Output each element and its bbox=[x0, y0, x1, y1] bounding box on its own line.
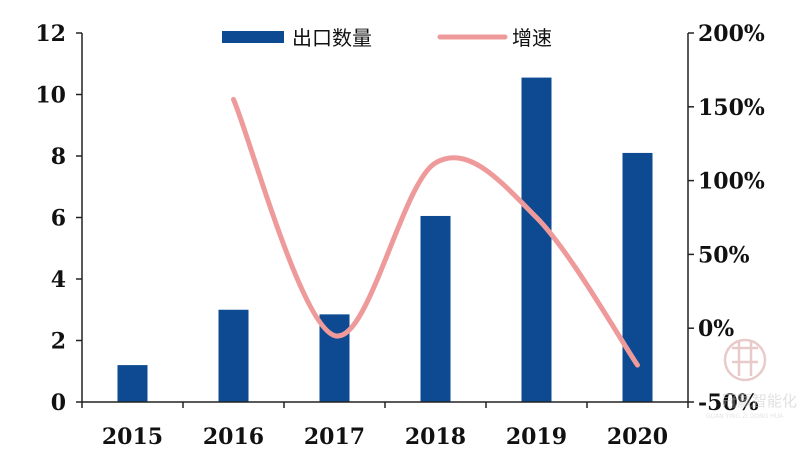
growth-line-series bbox=[231, 96, 640, 368]
left-tick-label: 6 bbox=[51, 206, 66, 232]
watermark-text: 冠赢智能化 bbox=[722, 392, 797, 410]
right-tick-label: 150% bbox=[698, 95, 765, 121]
left-tick-label: 2 bbox=[51, 329, 66, 355]
bar-2016 bbox=[218, 309, 249, 402]
right-tick-label: 200% bbox=[698, 21, 765, 47]
bar-2015 bbox=[117, 365, 148, 402]
x-tick-label: 2015 bbox=[102, 424, 163, 450]
growth-line bbox=[231, 96, 640, 368]
x-tick-label: 2017 bbox=[304, 424, 365, 450]
x-tick-label: 2019 bbox=[506, 424, 567, 450]
bar-2020 bbox=[622, 152, 653, 402]
legend-line-label: 增速 bbox=[512, 26, 552, 50]
legend: 出口数量 增速 bbox=[222, 26, 552, 50]
left-tick-label: 4 bbox=[51, 267, 66, 293]
bar-2019 bbox=[521, 77, 552, 403]
left-tick-label: 0 bbox=[51, 390, 66, 416]
watermark-logo-ring bbox=[723, 338, 767, 382]
right-tick-label: 0% bbox=[698, 316, 734, 342]
x-tick-label: 2016 bbox=[203, 424, 264, 450]
bar-series bbox=[117, 77, 653, 403]
watermark: 冠赢智能化 GUAN YING ZI DONG HUA bbox=[706, 338, 797, 420]
watermark-subtext: GUAN YING ZI DONG HUA bbox=[706, 413, 784, 420]
axes: 0 2 4 6 8 10 12 -50% 0% 50% 100% 150% 200% 2015 2016 20… bbox=[35, 21, 765, 450]
x-tick-label: 2018 bbox=[405, 424, 466, 450]
right-tick-label: 100% bbox=[698, 169, 765, 195]
legend-bar-swatch bbox=[222, 31, 284, 43]
left-tick-label: 12 bbox=[35, 21, 66, 47]
right-tick-label: -50% bbox=[698, 390, 759, 416]
x-tick-label: 2020 bbox=[607, 424, 668, 450]
right-tick-label: 50% bbox=[698, 242, 750, 268]
legend-bar-label: 出口数量 bbox=[292, 26, 372, 50]
left-tick-label: 8 bbox=[51, 144, 66, 170]
left-tick-label: 10 bbox=[35, 83, 66, 109]
bar-2018 bbox=[420, 215, 451, 402]
